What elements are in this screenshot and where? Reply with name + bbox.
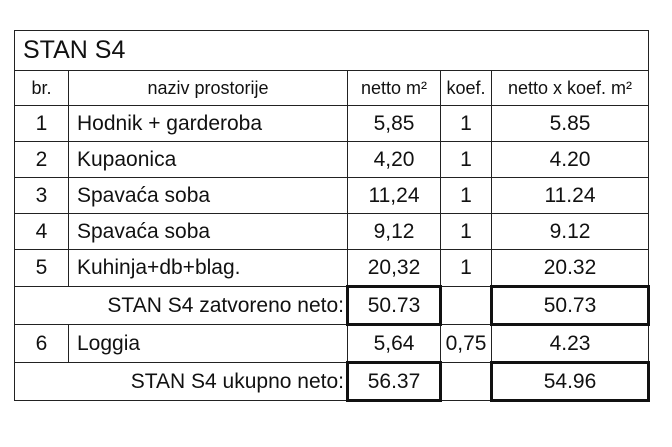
row-koef: 1 bbox=[440, 177, 492, 214]
header-netto-koef: netto x koef. m² bbox=[490, 70, 650, 106]
row-netto: 5,64 bbox=[347, 324, 441, 363]
row-netto-koef: 4.23 bbox=[490, 324, 650, 363]
row-br: 3 bbox=[14, 177, 69, 214]
area-table: STAN S4 br. naziv prostorije netto m² ko… bbox=[13, 30, 651, 402]
subtotal-label: STAN S4 zatvoreno neto: bbox=[14, 286, 348, 325]
row-koef: 1 bbox=[440, 141, 492, 178]
total-netto: 56.37 bbox=[346, 361, 442, 402]
table-row: 4 Spavaća soba 9,12 1 9.12 bbox=[14, 213, 650, 250]
header-br: br. bbox=[14, 70, 69, 106]
subtotal-netto-koef: 50.73 bbox=[489, 285, 651, 326]
row-netto: 5,85 bbox=[347, 105, 441, 142]
row-koef: 1 bbox=[440, 213, 492, 250]
row-netto-koef: 5.85 bbox=[490, 105, 650, 142]
table-row: 2 Kupaonica 4,20 1 4.20 bbox=[14, 141, 650, 178]
row-naziv: Kuhinja+db+blag. bbox=[68, 249, 348, 287]
row-netto: 20,32 bbox=[347, 249, 441, 287]
row-br: 1 bbox=[14, 105, 69, 142]
header-naziv: naziv prostorije bbox=[68, 70, 348, 106]
row-naziv: Loggia bbox=[68, 324, 348, 363]
row-naziv: Spavaća soba bbox=[68, 213, 348, 250]
row-koef: 1 bbox=[440, 105, 492, 142]
row-koef: 0,75 bbox=[440, 324, 492, 363]
row-br: 6 bbox=[14, 324, 69, 363]
header-netto: netto m² bbox=[347, 70, 441, 106]
row-br: 2 bbox=[14, 141, 69, 178]
total-koef-empty bbox=[440, 362, 492, 401]
row-naziv: Spavaća soba bbox=[68, 177, 348, 214]
row-netto-koef: 11.24 bbox=[490, 177, 650, 214]
table-row: 1 Hodnik + garderoba 5,85 1 5.85 bbox=[14, 105, 650, 142]
row-netto-koef: 20.32 bbox=[490, 249, 650, 287]
subtotal-row: STAN S4 zatvoreno neto: 50.73 50.73 bbox=[14, 285, 651, 326]
total-label: STAN S4 ukupno neto: bbox=[14, 362, 348, 401]
total-netto-koef: 54.96 bbox=[489, 361, 651, 402]
row-naziv: Kupaonica bbox=[68, 141, 348, 178]
row-netto-koef: 9.12 bbox=[490, 213, 650, 250]
row-netto: 4,20 bbox=[347, 141, 441, 178]
row-br: 4 bbox=[14, 213, 69, 250]
table-row: 6 Loggia 5,64 0,75 4.23 bbox=[14, 324, 650, 363]
table-title: STAN S4 bbox=[13, 30, 650, 71]
table-row: 5 Kuhinja+db+blag. 20,32 1 20.32 bbox=[14, 249, 650, 287]
row-netto: 11,24 bbox=[347, 177, 441, 214]
row-netto-koef: 4.20 bbox=[490, 141, 650, 178]
subtotal-koef-empty bbox=[440, 286, 492, 325]
row-br: 5 bbox=[14, 249, 69, 287]
total-row: STAN S4 ukupno neto: 56.37 54.96 bbox=[14, 361, 651, 402]
row-naziv: Hodnik + garderoba bbox=[68, 105, 348, 142]
header-koef: koef. bbox=[440, 70, 492, 106]
row-koef: 1 bbox=[440, 249, 492, 287]
table-row: 3 Spavaća soba 11,24 1 11.24 bbox=[14, 177, 650, 214]
subtotal-netto: 50.73 bbox=[346, 285, 442, 326]
row-netto: 9,12 bbox=[347, 213, 441, 250]
